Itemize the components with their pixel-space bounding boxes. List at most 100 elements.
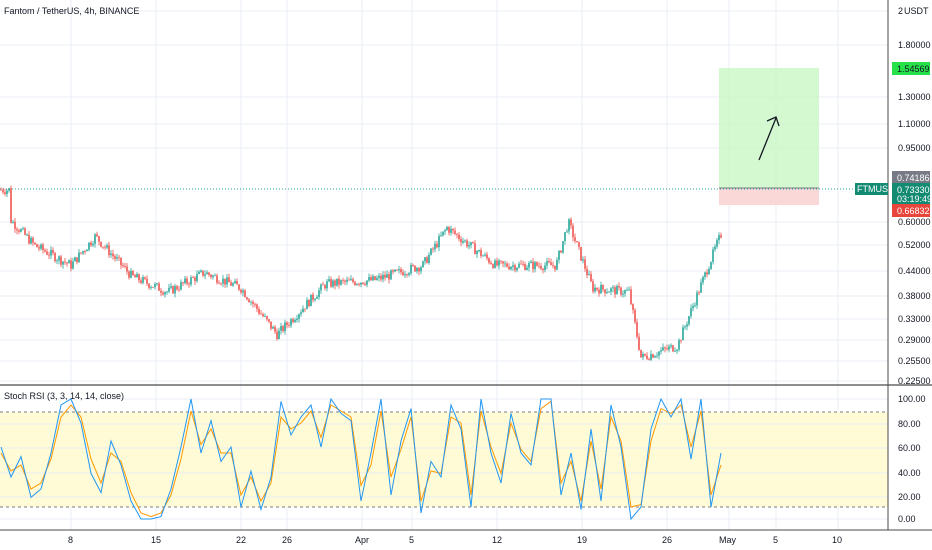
candle-body	[26, 234, 28, 236]
candle-body	[510, 266, 512, 270]
candle-body	[178, 289, 180, 291]
entry-price-badge: 0.74186	[892, 171, 930, 184]
candle-body	[716, 240, 718, 247]
candle-body	[350, 279, 352, 281]
candle-body	[20, 229, 22, 232]
candle-body	[56, 260, 58, 262]
candle-body	[234, 281, 236, 284]
candle-body	[68, 260, 70, 264]
candle-body	[330, 279, 332, 287]
candle-body	[364, 284, 366, 285]
candle-body	[634, 309, 636, 323]
candle-body	[448, 227, 450, 233]
price-tick: 1.10000	[898, 119, 931, 129]
candle-body	[676, 349, 678, 351]
time-axis[interactable]: 8 15 22 26 Apr 5 12 19 26 May 5 10	[68, 535, 842, 545]
candle-body	[128, 271, 130, 278]
up-arrow-drawing[interactable]	[758, 116, 780, 161]
candle-body	[322, 284, 324, 286]
candle-body	[84, 251, 86, 252]
candle-body	[250, 301, 252, 303]
candle-body	[320, 284, 322, 291]
candle-body	[318, 290, 320, 298]
candle-body	[662, 347, 664, 351]
candle-body	[418, 268, 420, 272]
candle-body	[204, 274, 206, 276]
chart-title: Fantom / TetherUS, 4h, BINANCE	[4, 6, 139, 16]
candle-body	[132, 270, 134, 276]
candle-body	[12, 221, 14, 223]
candle-body	[664, 347, 666, 349]
candle-body	[198, 271, 200, 275]
candle-body	[562, 241, 564, 253]
indicator-title: Stoch RSI (3, 3, 14, 14, close)	[4, 391, 124, 401]
candle-body	[494, 260, 496, 268]
candle-body	[698, 292, 700, 294]
candle-body	[534, 262, 536, 270]
candle-body	[396, 269, 398, 271]
candle-body	[426, 257, 428, 263]
candle-body	[236, 281, 238, 285]
candle-body	[310, 294, 312, 307]
candle-body	[384, 274, 386, 278]
candle-body	[154, 284, 156, 288]
candle-body	[620, 287, 622, 295]
candle-body	[126, 266, 128, 272]
price-axis[interactable]: 2 USDT 1.80000 1.30000 1.10000 0.95000 0…	[898, 6, 931, 386]
candle-body	[130, 270, 132, 278]
time-tick: 12	[492, 535, 502, 545]
candle-body	[656, 355, 658, 357]
candle-body	[352, 279, 354, 283]
candle-body	[670, 345, 672, 347]
candle-body	[686, 324, 688, 327]
candle-body	[566, 231, 568, 233]
candle-body	[608, 291, 610, 293]
candle-body	[544, 265, 546, 271]
candle-body	[72, 261, 74, 269]
candle-body	[44, 250, 46, 252]
indicator-grid	[0, 398, 888, 520]
candle-body	[36, 244, 38, 248]
indicator-axis[interactable]: 100.00 80.00 60.00 40.00 20.00 0.00	[898, 394, 926, 524]
candle-body	[430, 248, 432, 255]
axis-unit-label: USDT	[904, 6, 929, 16]
rsi-tick: 20.00	[898, 492, 921, 502]
candle-body	[210, 274, 212, 278]
candle-body	[574, 237, 576, 242]
price-tick: 0.22500	[898, 376, 931, 386]
candle-body	[370, 277, 372, 281]
candle-body	[374, 276, 376, 280]
candle-body	[442, 231, 444, 236]
candle-body	[328, 279, 330, 282]
candle-body	[46, 251, 48, 255]
candle-body	[166, 291, 168, 293]
candle-body	[404, 274, 406, 276]
candle-body	[594, 287, 596, 292]
candle-body	[182, 282, 184, 284]
candle-body	[180, 282, 182, 290]
candle-body	[542, 268, 544, 271]
candle-body	[58, 256, 60, 261]
stop-zone[interactable]	[719, 188, 819, 205]
candle-body	[572, 225, 574, 238]
candle-body	[332, 280, 334, 287]
candle-body	[94, 234, 96, 244]
candle-body	[718, 235, 720, 241]
candle-body	[414, 265, 416, 272]
candle-body	[486, 254, 488, 259]
candle-body	[302, 308, 304, 313]
candle-body	[256, 304, 258, 309]
candle-body	[294, 319, 296, 323]
candle-body	[240, 289, 242, 293]
candle-body	[500, 260, 502, 262]
target-zone[interactable]	[719, 68, 819, 188]
symbol-badge: FTMUSDT	[855, 183, 900, 195]
candle-body	[124, 266, 126, 267]
candle-body	[272, 326, 274, 329]
candle-body	[548, 261, 550, 263]
candle-body	[200, 270, 202, 272]
candle-body	[590, 274, 592, 282]
candle-body	[420, 267, 422, 272]
candle-body	[672, 345, 674, 352]
